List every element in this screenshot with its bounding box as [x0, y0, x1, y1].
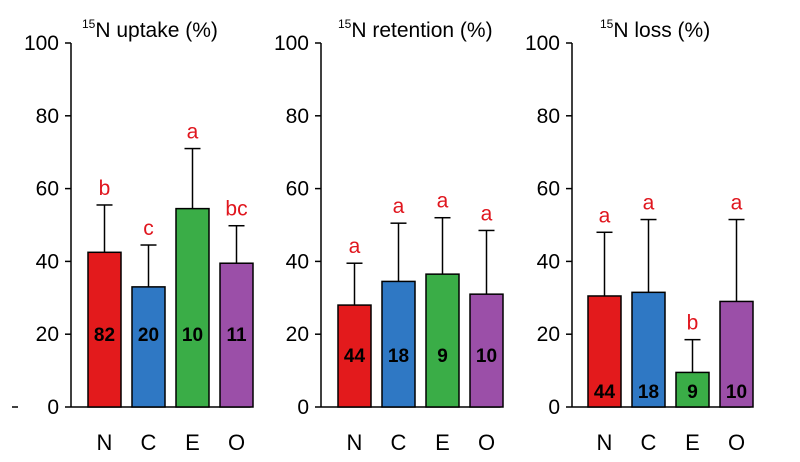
y-tick-label: 100 — [24, 32, 59, 55]
y-tick-label: 60 — [537, 178, 560, 201]
bar-C — [631, 291, 666, 408]
y-tick-label: 40 — [537, 250, 560, 273]
x-category-label: O — [228, 430, 245, 455]
sample-size-label: 20 — [138, 325, 159, 346]
bar-C — [131, 286, 166, 408]
sample-size-label: 82 — [94, 325, 115, 346]
panel-3: 0 20 40 60 80 100 15N loss (%) a 44 Na 18 Cb 9 Ea 10 O — [525, 17, 754, 455]
x-category-label: C — [641, 430, 657, 455]
significance-letter: a — [599, 204, 611, 227]
y-tick-label: 80 — [286, 105, 309, 128]
bar-O — [469, 293, 504, 408]
sample-size-label: 11 — [226, 325, 247, 346]
significance-letter: a — [393, 195, 405, 218]
bar-E — [675, 371, 710, 408]
x-category-label: N — [347, 430, 363, 455]
sample-size-label: 9 — [437, 346, 448, 367]
bar-N — [587, 295, 622, 408]
significance-letter: c — [143, 217, 154, 240]
panel-2: 0 20 40 60 80 100 15N retention (%) a 44 Na 18 Ca 9 E… — [274, 17, 504, 455]
panel-title: 15N uptake (%) — [82, 17, 218, 42]
bar-C — [381, 280, 416, 408]
title-superscript: 15 — [82, 17, 96, 31]
sample-size-label: 10 — [476, 346, 497, 367]
title-superscript: 15 — [600, 17, 614, 31]
y-tick-label: 100 — [274, 32, 309, 55]
y-tick-label: 40 — [286, 250, 309, 273]
y-tick-label: 0 — [548, 396, 560, 419]
significance-letter: a — [349, 235, 361, 258]
y-tick-label: 20 — [36, 323, 59, 346]
panel-title: 15N loss (%) — [600, 17, 710, 42]
x-category-label: N — [597, 430, 613, 455]
bar-O — [219, 262, 254, 408]
x-category-label: O — [478, 430, 495, 455]
panel-1: 0 20 40 60 80 100 15N uptake (%) b 82 Nc 20 Ca 10 Ebc… — [24, 17, 254, 455]
sample-size-label: 44 — [344, 346, 366, 367]
significance-letter: a — [481, 202, 493, 225]
panel-title: 15N retention (%) — [338, 17, 493, 42]
x-category-label: E — [685, 430, 700, 455]
y-tick-label: 40 — [36, 250, 59, 273]
y-tick-label: 20 — [537, 323, 560, 346]
bar-O — [719, 300, 754, 408]
y-tick-label: 60 — [36, 178, 59, 201]
y-tick-label: 80 — [537, 105, 560, 128]
significance-letter: a — [187, 121, 199, 144]
x-category-label: E — [185, 430, 200, 455]
significance-letter: a — [643, 192, 655, 215]
title-main: N uptake (%) — [95, 19, 218, 42]
significance-letter: bc — [225, 198, 247, 221]
x-category-label: C — [391, 430, 407, 455]
y-tick-label: 0 — [47, 396, 59, 419]
sample-size-label: 10 — [182, 325, 203, 346]
bar-E — [425, 273, 460, 408]
sample-size-label: 10 — [726, 382, 747, 403]
x-category-label: N — [97, 430, 113, 455]
significance-letter: b — [99, 177, 111, 200]
title-main: N loss (%) — [613, 19, 710, 42]
significance-letter: a — [731, 192, 743, 215]
sample-size-label: 18 — [388, 346, 409, 367]
x-category-label: C — [141, 430, 157, 455]
sample-size-label: 9 — [687, 382, 698, 403]
bar-N — [87, 251, 122, 408]
y-tick-label: 80 — [36, 105, 59, 128]
sample-size-label: 44 — [594, 382, 616, 403]
significance-letter: b — [687, 312, 699, 335]
significance-letter: a — [437, 190, 449, 213]
title-main: N retention (%) — [351, 19, 492, 42]
bar-E — [175, 207, 210, 408]
bar-N — [337, 304, 372, 408]
title-superscript: 15 — [338, 17, 352, 31]
y-tick-label: 60 — [286, 178, 309, 201]
y-tick-label: 0 — [297, 396, 309, 419]
sample-size-label: 18 — [638, 382, 659, 403]
x-category-label: O — [728, 430, 745, 455]
x-category-label: E — [435, 430, 450, 455]
y-tick-label: 20 — [286, 323, 309, 346]
y-tick-label: 100 — [525, 32, 560, 55]
